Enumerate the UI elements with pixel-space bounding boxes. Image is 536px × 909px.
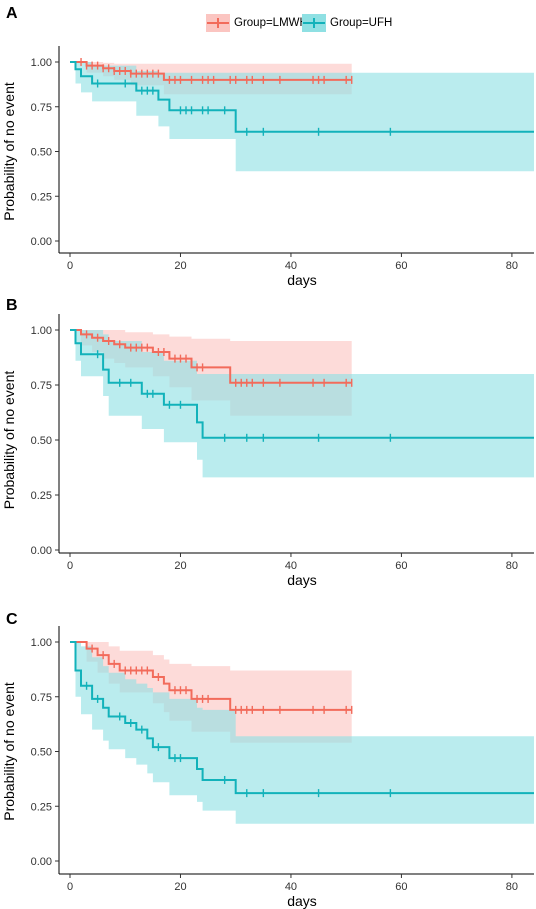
- lmwh-legend-key-icon: [206, 14, 230, 32]
- panel-label: B: [6, 297, 18, 314]
- km-plot-panel-c: C 0.00 0.25 0.50 0.75 1.00 0 20 40 60 80 days Probab…: [1, 611, 534, 909]
- x-tick-label: 40: [285, 260, 297, 272]
- y-tick-label: 0.25: [31, 801, 52, 813]
- ufh-legend-key-icon: [302, 14, 326, 32]
- ci-band-ufh: [70, 330, 534, 478]
- y-tick-label: 0.25: [31, 191, 52, 203]
- y-axis-title: Probability of no event: [1, 682, 17, 821]
- legend-label-ufh: Group=UFH: [330, 17, 393, 29]
- ci-band-ufh: [70, 62, 534, 172]
- ci-band-lmwh: [70, 642, 352, 743]
- survival-line-ufh: [70, 329, 534, 439]
- x-tick-label: 20: [174, 560, 186, 572]
- ufh-legend-tick: [313, 18, 315, 28]
- x-tick-label: 20: [174, 881, 186, 893]
- survival-line-lmwh: [70, 641, 352, 711]
- x-tick-label: 80: [506, 881, 518, 893]
- y-tick-label: 1.00: [31, 325, 52, 337]
- y-tick-label: 0.75: [31, 692, 52, 704]
- y-tick-label: 0.75: [31, 102, 52, 114]
- y-tick-label: 0.50: [31, 747, 52, 759]
- ci-band-ufh: [70, 642, 534, 824]
- x-tick-label: 0: [67, 260, 73, 272]
- y-tick-label: 0.00: [31, 856, 52, 868]
- x-tick-label: 60: [395, 560, 407, 572]
- x-tick-label: 20: [174, 260, 186, 272]
- y-tick-label: 1.00: [31, 57, 52, 69]
- x-axis-title: days: [287, 893, 317, 909]
- x-tick-label: 80: [506, 560, 518, 572]
- x-tick-label: 80: [506, 260, 518, 272]
- legend-label-lmwh: Group=LMWH: [234, 17, 308, 29]
- legend-item-ufh: Group=UFH: [302, 12, 392, 34]
- survival-line-lmwh: [70, 329, 352, 384]
- lmwh-legend-tick: [217, 18, 219, 28]
- x-tick-label: 40: [285, 560, 297, 572]
- legend: Group=LMWH Group=UFH: [0, 0, 536, 46]
- y-tick-label: 0.75: [31, 380, 52, 392]
- panel-label: A: [6, 5, 18, 22]
- y-tick-label: 0.00: [31, 545, 52, 557]
- x-tick-label: 0: [67, 881, 73, 893]
- km-plot-panel-a: A 0.00 0.25 0.50 0.75 1.00 0 20 40 60 80 days Probab…: [1, 5, 534, 288]
- y-axis-title: Probability of no event: [1, 82, 17, 221]
- y-tick-label: 0.25: [31, 490, 52, 502]
- y-tick-label: 0.50: [31, 435, 52, 447]
- legend-item-lmwh: Group=LMWH: [206, 12, 308, 34]
- x-tick-label: 60: [395, 260, 407, 272]
- x-axis-title: days: [287, 272, 317, 288]
- y-axis-title: Probability of no event: [1, 371, 17, 510]
- km-plot-panel-b: B 0.00 0.25 0.50 0.75 1.00 0 20 40 60 80 days Probab…: [1, 297, 534, 588]
- x-axis-title: days: [287, 572, 317, 588]
- x-tick-label: 0: [67, 560, 73, 572]
- panel-label: C: [6, 611, 18, 628]
- x-tick-label: 60: [395, 881, 407, 893]
- y-tick-label: 0.00: [31, 236, 52, 248]
- x-tick-label: 40: [285, 881, 297, 893]
- y-tick-label: 1.00: [31, 637, 52, 649]
- y-tick-label: 0.50: [31, 147, 52, 159]
